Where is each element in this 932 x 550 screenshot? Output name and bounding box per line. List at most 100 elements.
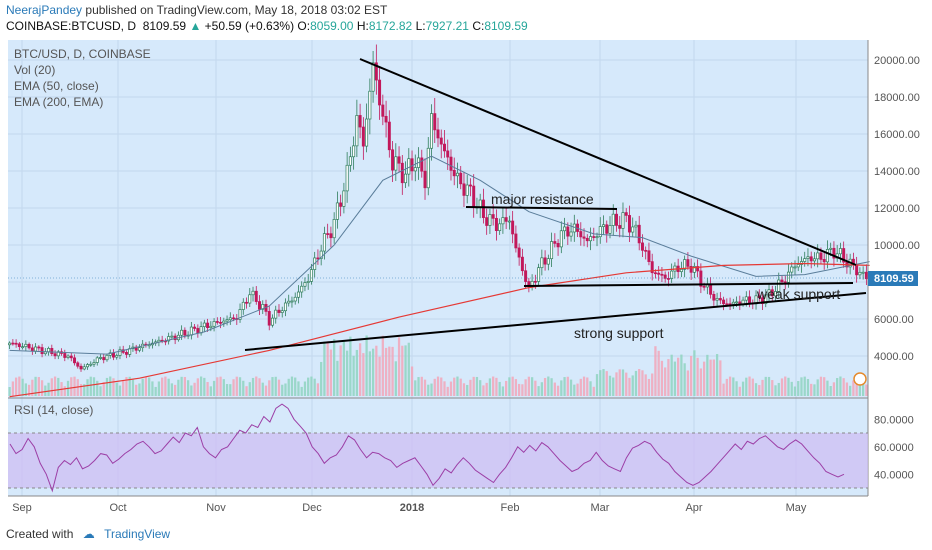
open-value: 8059.00 [310, 19, 354, 33]
volume-bar [696, 357, 699, 396]
volume-bar [329, 349, 333, 396]
volume-bar [722, 383, 725, 396]
candle [511, 220, 515, 235]
price-tick-label: 4000.00 [874, 351, 914, 363]
candle [352, 145, 356, 158]
candle [825, 249, 829, 263]
volume-bar [310, 376, 313, 396]
volume-bar [686, 370, 690, 396]
price-chart[interactable]: major resistance strong support weak sup… [0, 0, 932, 520]
volume-bar [274, 376, 277, 396]
tradingview-logo-icon[interactable]: ☁ [82, 527, 95, 541]
volume-bar [826, 380, 829, 396]
close-value: 8109.59 [484, 19, 528, 33]
volume-bar [141, 378, 144, 396]
candle [283, 302, 287, 312]
volume-bar [423, 379, 427, 396]
candle [686, 259, 690, 267]
candle [30, 347, 34, 352]
candle [381, 104, 385, 117]
candle [838, 248, 842, 255]
volume-bar [135, 384, 138, 396]
candle [757, 295, 761, 299]
weak-support-line[interactable] [523, 282, 854, 287]
volume-bar [832, 382, 836, 396]
candle [11, 342, 15, 345]
candle [731, 301, 735, 305]
candle [520, 256, 524, 272]
volume-bar [608, 375, 612, 396]
volume-bar [644, 374, 647, 396]
candle [657, 272, 661, 275]
volume-bar [670, 354, 673, 396]
candle [105, 354, 109, 361]
volume-bar [761, 379, 764, 396]
candle [491, 214, 495, 219]
volume-bar [534, 380, 537, 396]
ema50-line [9, 155, 870, 355]
candle [822, 259, 826, 263]
volume-bar [475, 376, 479, 396]
candle [806, 256, 810, 259]
candle [209, 325, 213, 328]
volume-bar [511, 376, 514, 396]
volume-bar [836, 378, 839, 396]
candle [89, 363, 93, 366]
volume-bar [358, 343, 362, 396]
scroll-to-latest-icon[interactable] [853, 372, 867, 386]
volume-bar [183, 376, 187, 396]
volume-bar [18, 376, 21, 396]
volume-bar [375, 345, 378, 396]
volume-bar [689, 355, 693, 396]
volume-bar [323, 341, 326, 396]
volume-bar [316, 383, 320, 396]
candle [540, 257, 544, 269]
volume-bar [517, 383, 521, 396]
tradingview-brand[interactable]: TradingView [104, 527, 171, 541]
candle [111, 352, 115, 358]
candle [777, 279, 781, 292]
volume-bar [758, 385, 761, 396]
volume-bar [764, 376, 767, 396]
candle [455, 172, 459, 177]
volume-bar [715, 354, 719, 396]
time-tick-label: Apr [685, 502, 702, 514]
candle [238, 309, 242, 320]
volume-bar [556, 385, 560, 396]
volume-bar [615, 372, 618, 396]
candle [189, 326, 193, 336]
volume-bar [530, 377, 534, 396]
candle [196, 328, 200, 334]
time-tick-label: Dec [302, 502, 322, 514]
candle [296, 291, 300, 298]
candle [361, 126, 365, 147]
candle [449, 156, 453, 171]
author-link[interactable]: NeerajPandey [6, 3, 83, 17]
volume-bar [44, 385, 47, 396]
descending-trendline[interactable] [359, 58, 857, 266]
volume-bar [336, 360, 339, 396]
volume-bar [342, 341, 346, 396]
candle [725, 303, 729, 306]
volume-bar [378, 356, 381, 396]
candle [533, 280, 537, 283]
volume-bar [365, 335, 368, 396]
volume-bar [138, 383, 141, 396]
candle [459, 172, 463, 185]
candle [397, 156, 401, 164]
candle [715, 298, 719, 301]
volume-bar [501, 386, 505, 396]
volume-bar [631, 375, 634, 396]
rsi-tick-label: 40.0000 [874, 469, 914, 481]
price-tick-label: 10000.00 [874, 240, 920, 252]
volume-bar [453, 377, 456, 396]
volume-bar [339, 345, 342, 396]
candle [507, 220, 511, 223]
strong-support-line[interactable] [244, 292, 867, 351]
volume-bar [771, 380, 774, 396]
volume-bar [618, 369, 621, 396]
volume-bar [355, 349, 359, 396]
volume-bar [167, 378, 170, 396]
resistance-line[interactable] [465, 206, 618, 210]
candle [326, 233, 330, 235]
